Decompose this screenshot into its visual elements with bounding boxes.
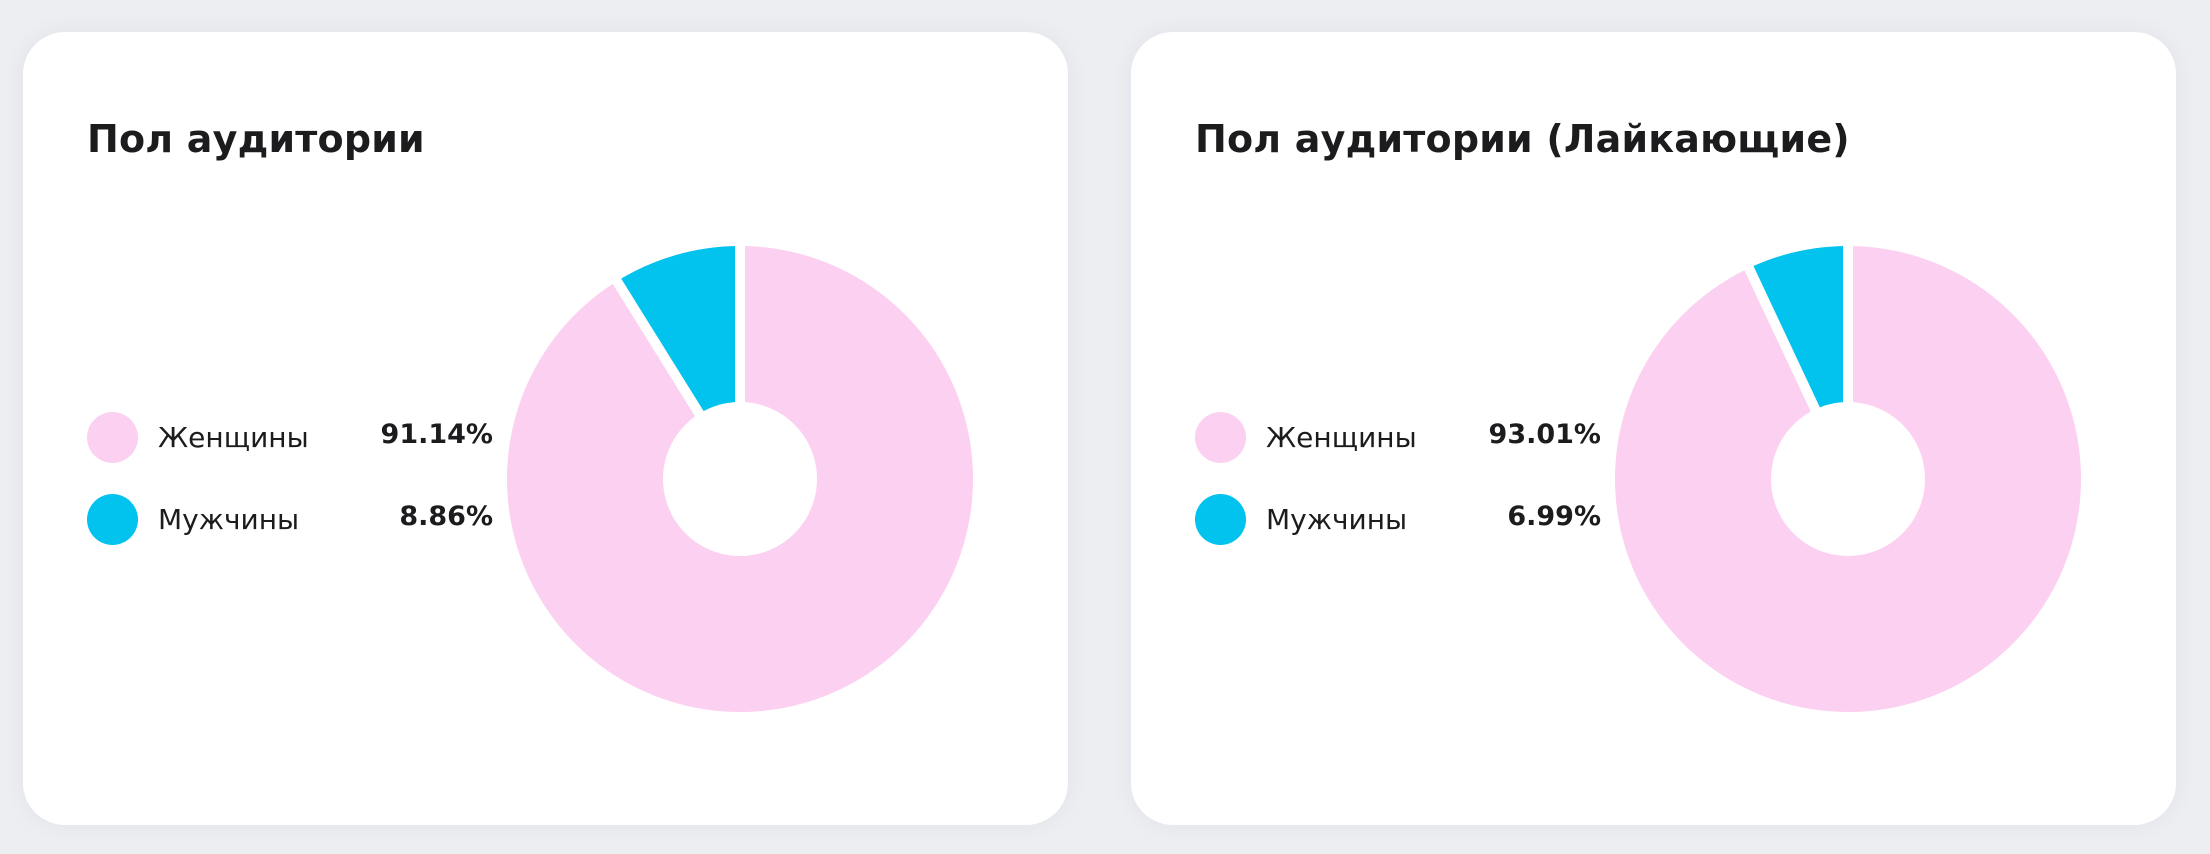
donut-slice-men[interactable] <box>1748 246 1848 410</box>
legend-value: 6.99% <box>1507 501 1601 532</box>
legend-label: Мужчины <box>1266 503 1408 536</box>
slice-separator <box>1743 264 1821 414</box>
card-title: Пол аудитории (Лайкающие) <box>1195 117 1850 161</box>
legend-value: 91.14% <box>380 419 493 450</box>
legend-item-men[interactable]: Мужчины 6.99% <box>1195 494 1601 546</box>
audience-gender-card: Пол аудитории Женщины 91.14% Мужчины 8.8… <box>23 32 1068 825</box>
legend-value: 8.86% <box>399 501 493 532</box>
legend-item-men[interactable]: Мужчины 8.86% <box>87 494 493 546</box>
legend-swatch-women <box>1195 412 1246 463</box>
legend-item-women[interactable]: Женщины 91.14% <box>87 412 493 464</box>
donut-slice-women[interactable] <box>507 246 973 712</box>
legend-label: Мужчины <box>158 503 300 536</box>
donut-slice-men[interactable] <box>616 246 740 414</box>
legend-swatch-women <box>87 412 138 463</box>
slice-separator <box>611 276 705 418</box>
legend-value: 93.01% <box>1488 419 1601 450</box>
donut-chart <box>1615 244 2081 713</box>
card-title: Пол аудитории <box>87 117 425 161</box>
donut-chart <box>507 244 973 712</box>
legend-label: Женщины <box>158 421 309 454</box>
legend-swatch-men <box>87 494 138 545</box>
legend-label: Женщины <box>1266 421 1417 454</box>
donut-slice-women[interactable] <box>1615 246 2081 713</box>
liking-audience-gender-card: Пол аудитории (Лайкающие) Женщины 93.01%… <box>1131 32 2176 825</box>
legend-swatch-men <box>1195 494 1246 545</box>
legend-item-women[interactable]: Женщины 93.01% <box>1195 412 1601 464</box>
